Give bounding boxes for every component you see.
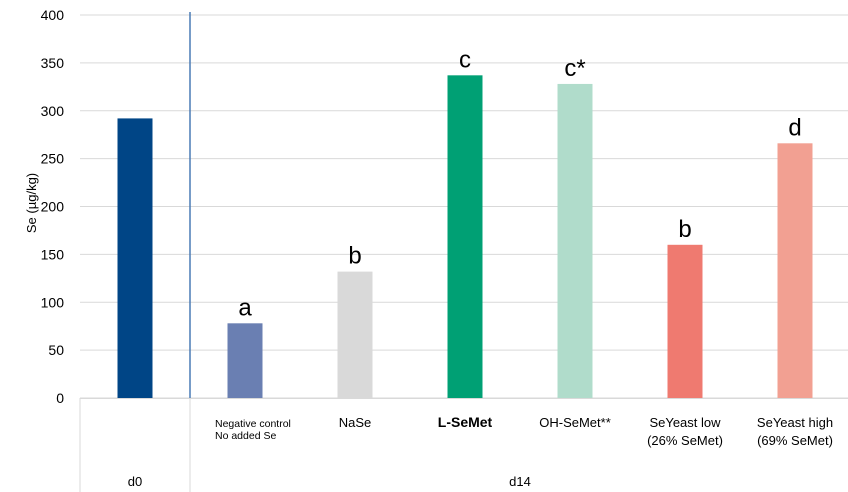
group-label: d14 [509, 474, 531, 489]
y-axis: 0 50 100 150 200 250 300 350 400 [41, 7, 65, 406]
x-tick-label: NaSe [339, 415, 372, 430]
significance-label: b [348, 243, 361, 270]
significance-label: b [678, 216, 691, 243]
bar [447, 75, 483, 398]
group-label: d0 [128, 474, 142, 489]
bar [557, 83, 593, 398]
y-tick-label: 50 [48, 342, 64, 358]
x-tick-label: (69% SeMet) [757, 433, 833, 448]
significance-label: c* [564, 55, 585, 82]
y-tick-label: 400 [41, 7, 65, 23]
x-tick-label: Negative control [215, 418, 291, 430]
x-tick-label: OH-SeMet** [539, 415, 611, 430]
significance-label: d [788, 114, 801, 141]
x-tick-label: SeYeast low [649, 415, 721, 430]
x-tick-label: L-SeMet [438, 414, 493, 430]
bar [227, 323, 263, 398]
significance-labels: a b c c* b d [238, 46, 801, 321]
bar [337, 271, 373, 398]
significance-label: a [238, 294, 252, 321]
x-tick-label: SeYeast high [757, 415, 833, 430]
y-tick-label: 0 [56, 390, 64, 406]
y-tick-label: 150 [41, 246, 65, 262]
bars [117, 12, 813, 398]
bar [777, 143, 813, 398]
y-tick-label: 200 [41, 199, 65, 215]
y-tick-label: 250 [41, 151, 65, 167]
y-axis-label: Se (µg/kg) [24, 173, 39, 233]
y-tick-label: 350 [41, 55, 65, 71]
bar [667, 244, 703, 398]
x-tick-label: (26% SeMet) [647, 433, 723, 448]
significance-label: c [459, 46, 471, 73]
y-tick-label: 300 [41, 103, 65, 119]
x-tick-label: No added Se [215, 430, 276, 442]
bar [117, 118, 153, 398]
y-tick-label: 100 [41, 294, 65, 310]
